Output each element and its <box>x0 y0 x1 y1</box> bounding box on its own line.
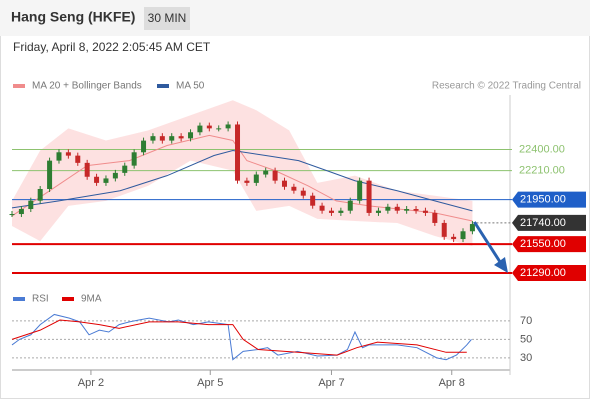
candle-body <box>84 162 90 177</box>
candle-body <box>159 136 165 141</box>
level-box <box>512 236 586 253</box>
candle-body <box>451 236 457 240</box>
legend-swatch <box>13 297 25 301</box>
x-tick-label: Apr 5 <box>197 377 223 389</box>
candle-body <box>216 128 222 130</box>
candle-body <box>432 212 438 223</box>
candle-body <box>112 172 118 179</box>
candle-body <box>404 209 410 211</box>
level-box <box>512 191 586 208</box>
bollinger-band <box>12 100 473 247</box>
candle-body <box>169 136 175 141</box>
candle-body <box>460 231 466 240</box>
candle-body <box>65 152 71 156</box>
timestamp: Friday, April 8, 2022 2:05:45 AM CET <box>13 40 211 54</box>
candle-body <box>56 152 62 161</box>
candle-body <box>103 178 109 183</box>
y-tick-label: 70 <box>520 315 532 327</box>
candle-body <box>328 210 334 213</box>
candle-body <box>413 209 419 211</box>
level-label: 21290.00 <box>520 267 566 279</box>
candle-body <box>75 155 81 163</box>
candle-body <box>319 205 325 211</box>
candle-body <box>197 125 203 133</box>
indicator-line <box>11 319 467 356</box>
level-label: 21740.00 <box>520 217 566 229</box>
level-box <box>512 214 586 231</box>
candle-body <box>47 160 53 189</box>
candle-body <box>253 174 259 183</box>
legend-label: RSI <box>32 294 49 305</box>
candle-body <box>291 186 297 191</box>
candle-body <box>9 214 15 216</box>
candle-body <box>141 140 147 153</box>
candle-body <box>122 165 128 173</box>
legend-label: MA 20 + Bollinger Bands <box>32 81 142 92</box>
candle-body <box>244 180 250 183</box>
candle-body <box>206 125 212 129</box>
candle-body <box>235 124 241 181</box>
legend-swatch <box>13 84 25 88</box>
legend-swatch <box>157 84 169 88</box>
candle-body <box>300 190 306 196</box>
forecast-arrowhead <box>494 257 508 273</box>
x-tick-label: Apr 7 <box>318 377 344 389</box>
candle-body <box>225 124 231 129</box>
y-tick-label: 50 <box>520 333 532 345</box>
candle-body <box>263 170 269 175</box>
candle-body <box>357 180 363 201</box>
candle-body <box>188 132 194 139</box>
candle-body <box>441 222 447 237</box>
forecast-arrow <box>473 221 504 266</box>
candle-body <box>281 180 287 187</box>
y-tick-label: 30 <box>520 352 532 364</box>
level-label: 22400.00 <box>519 143 565 155</box>
candle-body <box>394 206 400 211</box>
candle-body <box>37 189 43 201</box>
candle-body <box>28 200 34 210</box>
title: Hang Seng (HKFE) <box>11 9 135 25</box>
timeframe: 30 MIN <box>148 11 187 25</box>
candle-body <box>150 136 156 141</box>
credit: Research © 2022 Trading Central <box>432 81 581 92</box>
level-label: 21950.00 <box>520 193 566 205</box>
candle-body <box>385 206 391 211</box>
legend-label: 9MA <box>81 294 102 305</box>
candle-body <box>131 152 137 166</box>
candle-body <box>366 180 372 213</box>
timeframe-box <box>144 7 190 30</box>
x-tick-label: Apr 2 <box>78 377 104 389</box>
legend-swatch <box>62 297 74 301</box>
candle-body <box>18 209 24 215</box>
candle-body <box>347 200 353 211</box>
indicator-line <box>11 313 472 361</box>
x-tick-label: Apr 8 <box>439 377 465 389</box>
legend-label: MA 50 <box>176 81 205 92</box>
level-label: 21550.00 <box>520 238 566 250</box>
candle-body <box>310 195 316 206</box>
ma-line <box>11 150 473 212</box>
candle-body <box>338 210 344 213</box>
candle-body <box>178 136 184 139</box>
candle-body <box>94 176 100 183</box>
level-box <box>512 264 586 281</box>
level-label: 22210.00 <box>519 165 565 177</box>
candle-body <box>375 210 381 213</box>
candle-body <box>469 224 475 232</box>
candle-body <box>272 170 278 181</box>
header-bar <box>0 0 590 36</box>
candle-body <box>422 210 428 213</box>
